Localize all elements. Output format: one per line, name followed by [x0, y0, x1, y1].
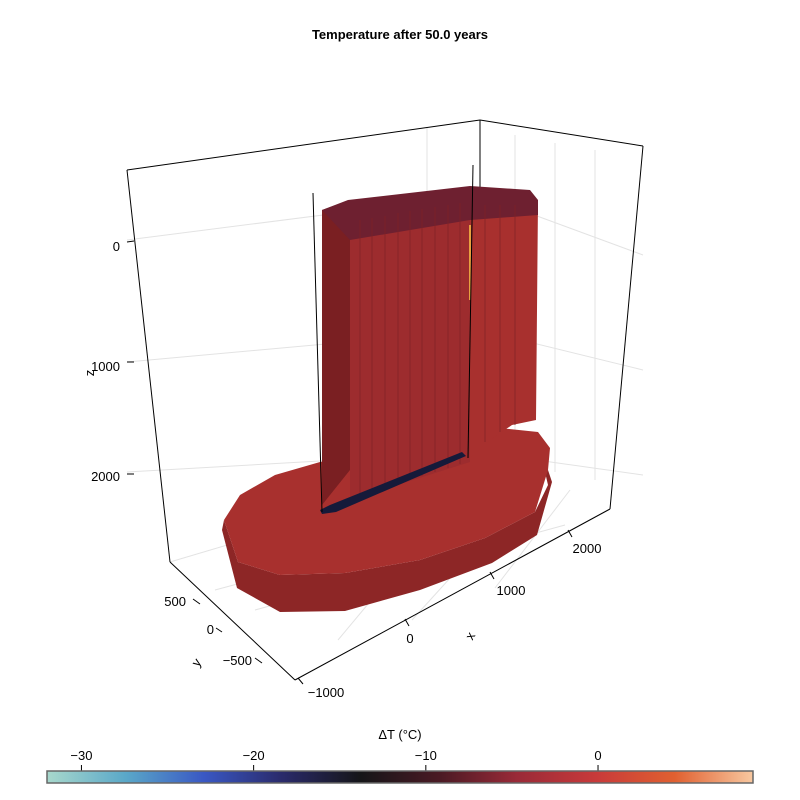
colorbar-tick-label: −10: [415, 748, 437, 763]
y-axis: 500 0 −500 y: [164, 594, 263, 669]
z-tick-label: 2000: [91, 469, 120, 484]
colorbar-ticks: −30 −20 −10 0: [70, 748, 602, 771]
colorbar-bar: [46, 770, 754, 784]
x-tick-label: 2000: [573, 541, 602, 556]
z-axis-label: z: [82, 370, 97, 377]
base-slab-side: [222, 470, 552, 612]
wall-top-face: [322, 186, 538, 240]
z-axis: 0 1000 2000 z: [82, 239, 135, 484]
colorbar-tick-label: −30: [70, 748, 92, 763]
colorbar-label: ΔT (°C): [378, 727, 421, 742]
y-tick-label: −500: [223, 653, 252, 668]
wall-right-face: [470, 195, 538, 458]
borehole-left: [312, 192, 323, 513]
base-slab-top: [224, 428, 550, 575]
wall-stripes: [359, 203, 516, 495]
wall-left-face: [322, 200, 350, 505]
x-axis-label: x: [462, 629, 478, 643]
z-tick-label: 0: [113, 239, 120, 254]
borehole-right: [467, 164, 474, 459]
cold-anomaly: [320, 452, 466, 514]
x-tick-label: −1000: [308, 685, 345, 700]
axis-box: [126, 119, 644, 681]
z-tick-label: 1000: [91, 359, 120, 374]
colorbar-tick-label: 0: [594, 748, 601, 763]
chart-title: Temperature after 50.0 years: [312, 27, 488, 42]
temperature-volume: [222, 164, 552, 612]
y-tick-label: 0: [207, 622, 214, 637]
x-tick-label: 1000: [497, 583, 526, 598]
colorbar-tick-label: −20: [243, 748, 265, 763]
colorbar: ΔT (°C) −30 −20 −10 0: [46, 727, 754, 784]
y-tick-label: 500: [164, 594, 186, 609]
y-axis-label: y: [188, 655, 204, 669]
x-tick-label: 0: [406, 631, 413, 646]
